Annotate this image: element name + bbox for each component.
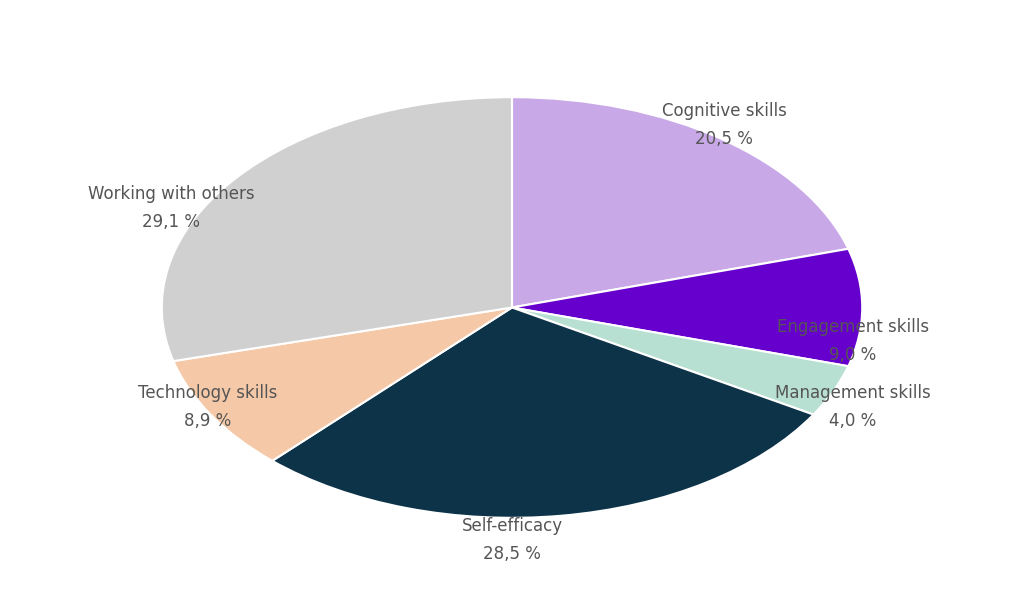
Wedge shape bbox=[512, 249, 862, 366]
Text: 28,5 %: 28,5 % bbox=[483, 545, 541, 563]
Text: Technology skills: Technology skills bbox=[138, 384, 278, 402]
Wedge shape bbox=[162, 97, 512, 361]
Text: 8,9 %: 8,9 % bbox=[184, 412, 231, 430]
Text: 29,1 %: 29,1 % bbox=[142, 213, 200, 231]
Text: 20,5 %: 20,5 % bbox=[695, 130, 753, 148]
Text: Self-efficacy: Self-efficacy bbox=[462, 517, 562, 535]
Text: 4,0 %: 4,0 % bbox=[829, 412, 877, 430]
Wedge shape bbox=[272, 308, 813, 518]
Text: Management skills: Management skills bbox=[775, 384, 931, 402]
Wedge shape bbox=[512, 308, 848, 415]
Text: Cognitive skills: Cognitive skills bbox=[662, 102, 786, 120]
Wedge shape bbox=[173, 308, 512, 461]
Text: Working with others: Working with others bbox=[88, 185, 254, 203]
Text: Engagement skills: Engagement skills bbox=[777, 318, 929, 336]
Wedge shape bbox=[512, 97, 848, 308]
Text: 9,0 %: 9,0 % bbox=[829, 346, 877, 363]
